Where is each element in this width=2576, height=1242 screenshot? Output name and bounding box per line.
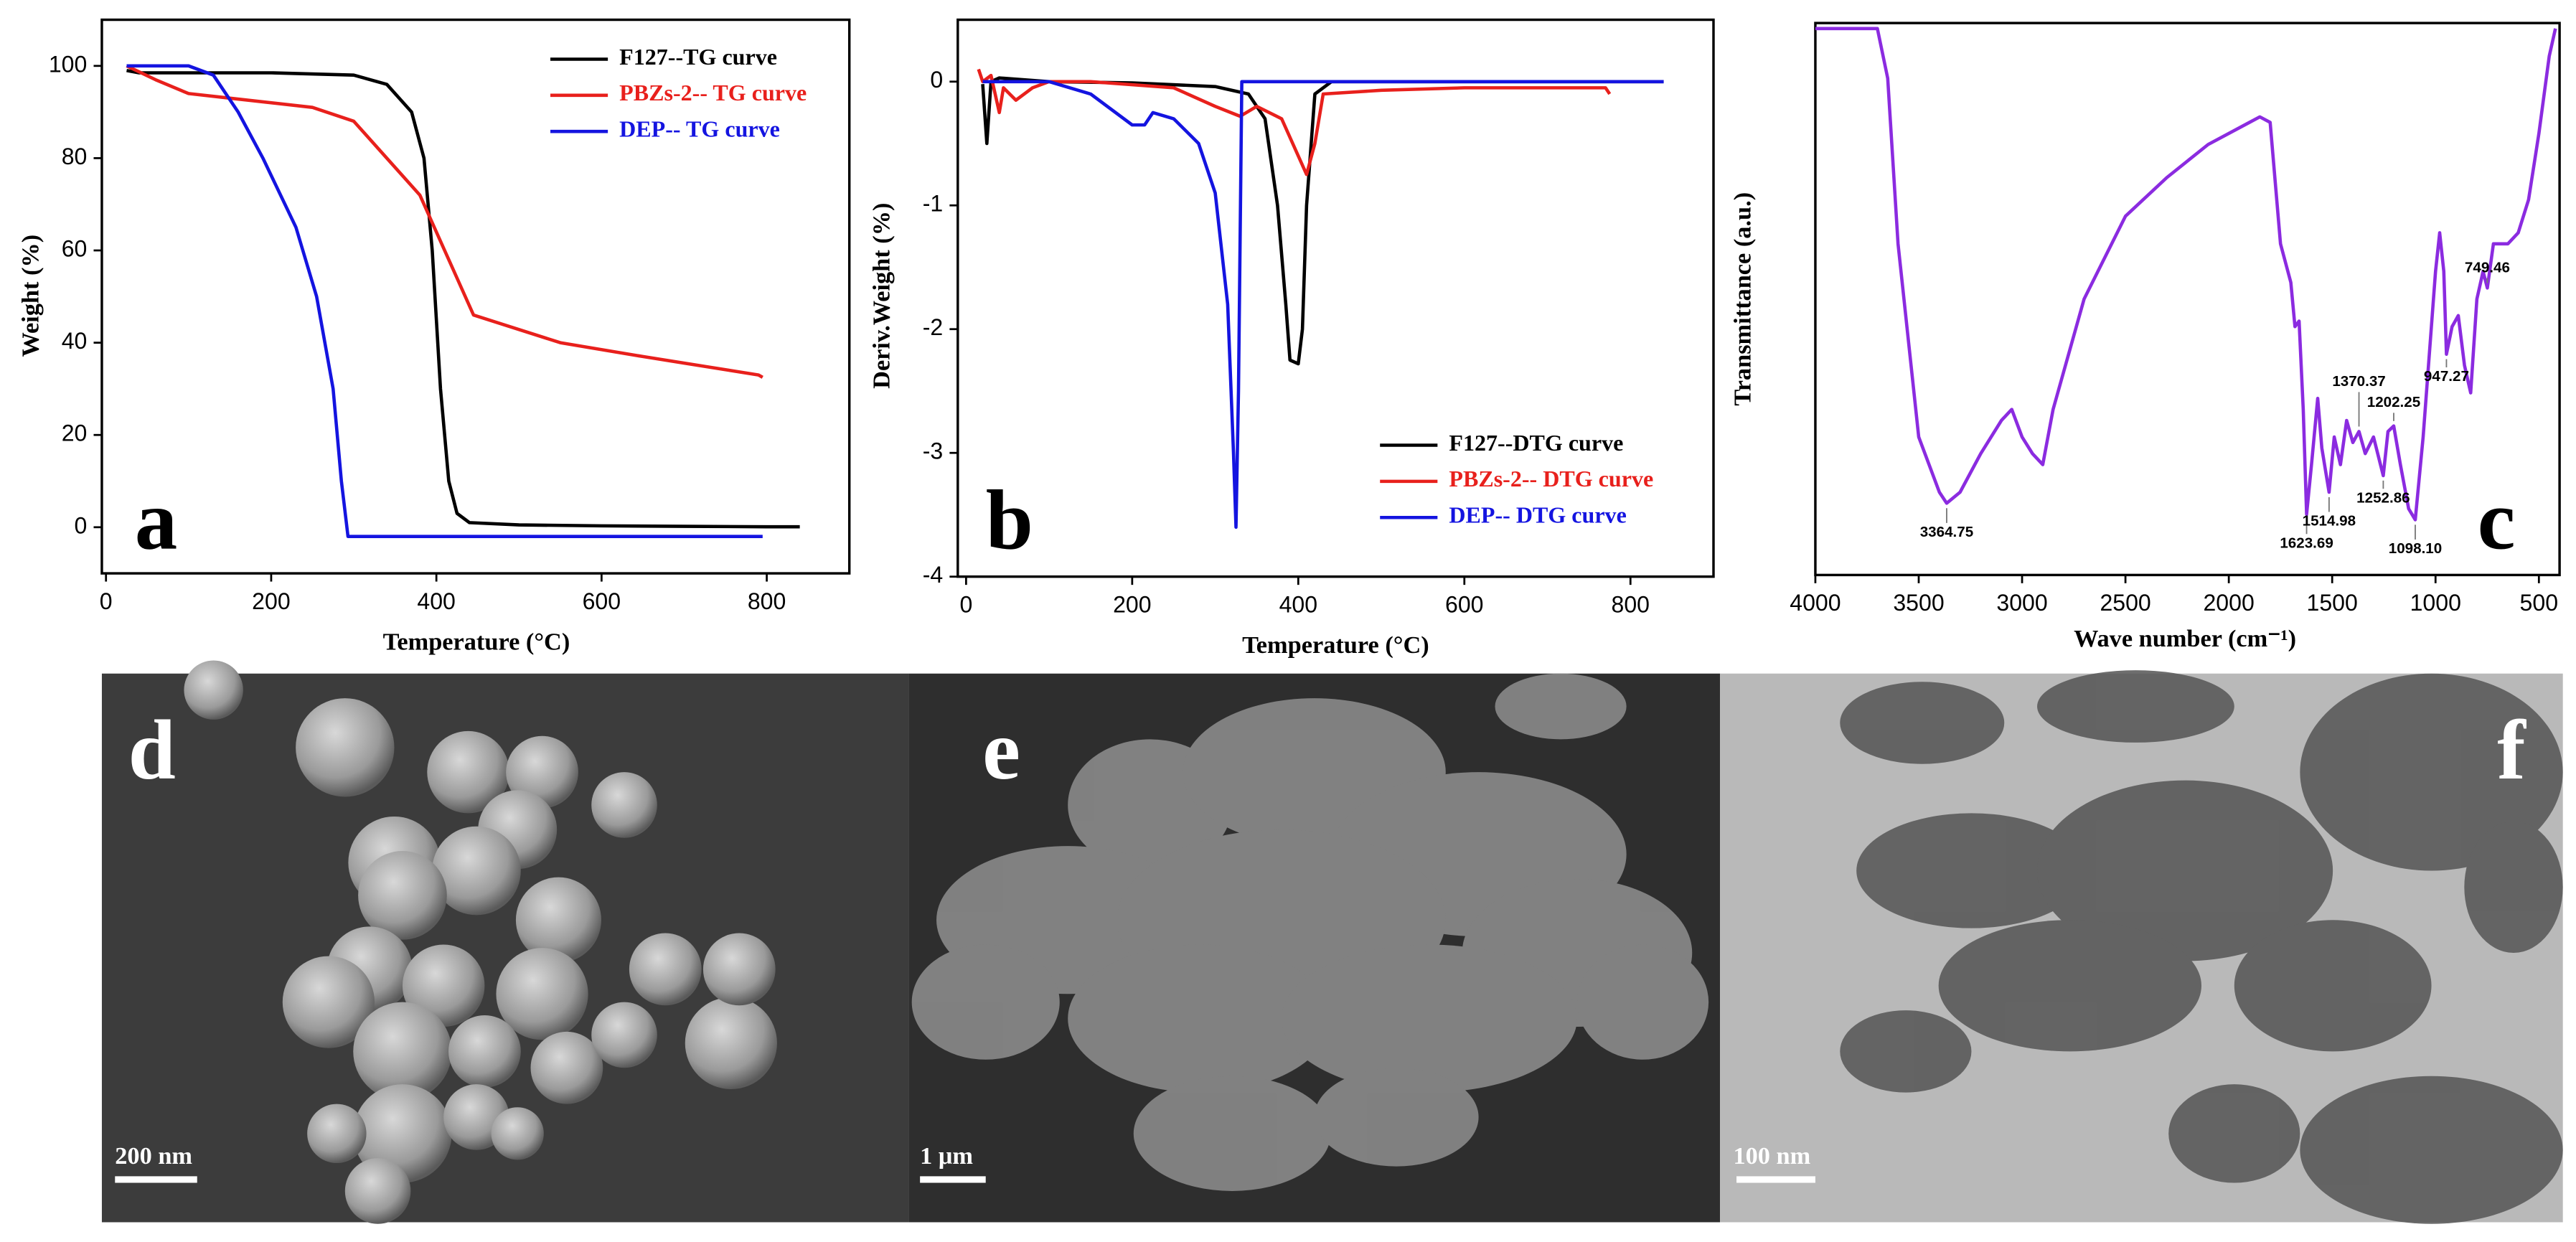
- panel-d: 200 nm d: [101, 660, 909, 1224]
- y-axis-title: Weight (%): [17, 235, 44, 357]
- y-tick-label: 100: [49, 51, 87, 77]
- data-line: [126, 64, 763, 538]
- x-tick-label: 0: [959, 591, 972, 617]
- scale-bar-label: 1 μm: [920, 1142, 973, 1170]
- peak-label: 1252.86: [2356, 489, 2410, 506]
- peak-label: 1514.98: [2303, 513, 2356, 530]
- panel-label: e: [982, 702, 1020, 797]
- data-line: [982, 80, 1664, 529]
- y-tick-label: -3: [923, 438, 944, 464]
- plot-frame: [1814, 22, 2561, 577]
- x-tick-label: 800: [748, 588, 786, 614]
- y-tick-label: 0: [75, 512, 88, 538]
- scale-bar-label: 200 nm: [115, 1142, 192, 1170]
- x-tick-label: 200: [1113, 591, 1151, 617]
- data-line: [977, 68, 1612, 177]
- data-line: [981, 76, 1664, 366]
- x-tick-label: 600: [1445, 591, 1483, 617]
- data-line: [1815, 27, 2557, 522]
- x-tick-label: 2500: [2100, 590, 2150, 616]
- panel-e: 1 μm e: [908, 673, 1721, 1223]
- panel-label: c: [2478, 473, 2516, 568]
- panel-f: 100 nm f: [1720, 670, 2563, 1224]
- y-tick-label: 80: [62, 144, 88, 169]
- legend-label: PBZs-2-- DTG curve: [1449, 466, 1653, 491]
- y-tick-label: -2: [923, 314, 944, 340]
- x-tick-label: 1500: [2307, 590, 2358, 616]
- x-tick-label: 400: [1279, 591, 1317, 617]
- x-tick-label: 800: [1612, 591, 1650, 617]
- panel-label: b: [986, 473, 1033, 568]
- panel-label: f: [2497, 702, 2526, 797]
- legend-label: DEP-- DTG curve: [1449, 502, 1626, 528]
- legend-label: F127--TG curve: [619, 44, 777, 70]
- data-line: [126, 64, 763, 379]
- x-tick-label: 3500: [1893, 590, 1944, 616]
- y-tick-label: 0: [930, 67, 943, 93]
- plot-frame: [100, 18, 851, 575]
- x-tick-label: 2000: [2203, 590, 2254, 616]
- x-tick-label: 400: [417, 588, 455, 614]
- y-tick-label: -1: [923, 191, 944, 217]
- plot-frame: [956, 18, 1715, 578]
- legend-label: F127--DTG curve: [1449, 430, 1623, 456]
- peak-label: 749.46: [2465, 259, 2510, 276]
- x-tick-label: 0: [100, 588, 113, 614]
- x-tick-label: 3000: [1996, 590, 2047, 616]
- legend-label: DEP-- TG curve: [619, 116, 780, 142]
- x-tick-label: 200: [252, 588, 290, 614]
- x-axis-title: Temperature (°C): [383, 628, 570, 655]
- y-axis-title: Deriv.Weight (%): [868, 203, 896, 389]
- legend-label: PBZs-2-- TG curve: [619, 80, 807, 105]
- y-axis-title: Transmittance (a.u.): [1729, 192, 1756, 406]
- panel-label: d: [128, 702, 176, 797]
- particles: [911, 673, 1709, 1191]
- peak-label: 1202.25: [2367, 394, 2420, 410]
- y-tick-label: 20: [62, 420, 88, 446]
- x-axis-title: Wave number (cm⁻¹): [2074, 625, 2296, 652]
- y-tick-label: 60: [62, 235, 88, 261]
- aggregates: [1840, 670, 2563, 1224]
- x-tick-label: 500: [2520, 590, 2558, 616]
- panel-label: a: [135, 473, 178, 568]
- peak-label: 1623.69: [2280, 535, 2333, 551]
- peak-label: 1098.10: [2389, 540, 2442, 557]
- data-line: [126, 69, 800, 529]
- x-tick-label: 600: [583, 588, 621, 614]
- y-tick-label: 40: [62, 328, 88, 354]
- x-tick-label: 1000: [2410, 590, 2461, 616]
- x-axis-title: Temperature (°C): [1242, 631, 1429, 659]
- scale-bar-label: 100 nm: [1733, 1142, 1810, 1170]
- peak-label: 947.27: [2424, 368, 2469, 385]
- spheres: [184, 660, 777, 1224]
- peak-label: 3364.75: [1920, 524, 1973, 540]
- peak-label: 1370.37: [2332, 373, 2385, 390]
- x-tick-label: 4000: [1790, 590, 1841, 616]
- y-tick-label: -4: [923, 562, 944, 588]
